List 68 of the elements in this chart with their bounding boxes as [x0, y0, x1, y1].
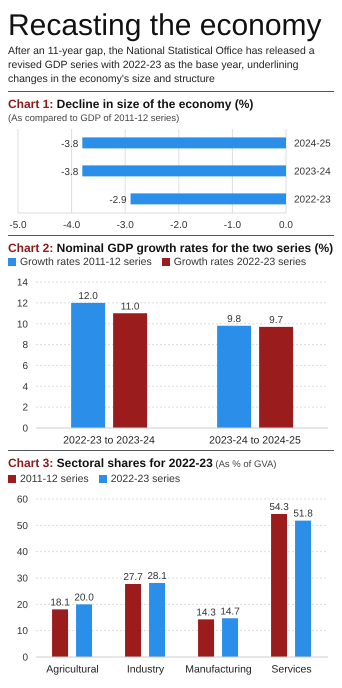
data-label: 18.1: [50, 597, 70, 608]
x-tick-label: 0.0: [279, 220, 294, 232]
bar: [52, 609, 68, 657]
x-tick-label: -4.0: [62, 220, 81, 232]
x-tick-label: Services: [271, 663, 312, 676]
y-tick-label: 2024-25: [294, 138, 332, 150]
x-tick-label: 2022-23 to 2023-24: [63, 434, 155, 446]
bar: [149, 583, 166, 657]
chart-title: Chart 1: Decline in size of the economy (%): [8, 97, 254, 111]
data-label: 9.8: [227, 314, 242, 325]
x-tick-label: -3.0: [116, 220, 134, 232]
y-tick-label: 8: [22, 340, 28, 352]
bar: [125, 584, 142, 657]
y-tick-label: 10: [16, 319, 28, 330]
y-tick-label: 2022-23: [294, 194, 332, 206]
bar: [222, 618, 238, 657]
text: After an 11-year gap, the National Statistical Office has released a revised GDP series with 2022-23 as the base year, underlining changes in the economy's size and structure: [8, 44, 334, 92]
data-label: 27.7: [123, 572, 144, 584]
x-tick-label: -5.0: [9, 220, 28, 232]
x-tick-label: Industry: [126, 663, 165, 676]
y-tick-label: 60: [16, 494, 28, 506]
data-label: 14.3: [196, 607, 216, 618]
data-label: -3.8: [61, 138, 79, 150]
y-tick-label: 14: [16, 278, 28, 289]
data-label: 11.0: [120, 301, 140, 312]
y-tick-label: 50: [16, 520, 28, 532]
y-tick-label: 2023-24: [294, 166, 332, 178]
y-tick-label: 0: [22, 652, 28, 664]
y-tick-label: 12: [16, 298, 28, 310]
legend-label: Growth rates 2011-12 series: [20, 256, 152, 268]
bar: [71, 302, 106, 428]
bar: [295, 520, 312, 657]
chart-title: Chart 3: Sectoral shares for 2022-23: [8, 456, 213, 470]
x-tick-label: 2023-24 to 2024-25: [209, 434, 301, 446]
legend-label: 2022-23 series: [110, 473, 180, 485]
x-tick-label: -2.0: [170, 220, 188, 232]
y-tick-label: 2: [22, 402, 28, 414]
bar: [113, 313, 148, 428]
bar: [271, 514, 288, 657]
chart-title: Chart 2: Nominal GDP growth rates for the two series (%): [8, 241, 334, 255]
bar: [76, 604, 92, 657]
legend-label: 2011-12 series: [20, 473, 89, 485]
chart-subtitle: (As compared to GDP of 2011-12 series): [8, 112, 180, 125]
y-tick-label: 6: [22, 360, 28, 372]
bar: [198, 619, 214, 657]
y-tick-label: 40: [16, 547, 28, 558]
data-label: -2.9: [109, 194, 127, 206]
y-tick-label: 10: [16, 626, 28, 638]
y-tick-label: 20: [16, 600, 28, 611]
data-label: 14.7: [220, 606, 240, 618]
bar: [259, 326, 294, 428]
data-label: 12.0: [78, 290, 98, 302]
x-tick-label: -1.0: [224, 220, 242, 232]
y-tick-label: 4: [22, 382, 28, 393]
legend-label: Growth rates 2022-23 series: [174, 256, 306, 268]
data-label: 20.0: [74, 592, 94, 604]
data-label: 28.1: [147, 571, 168, 582]
text: Recasting the economy: [8, 8, 323, 44]
data-label: 9.7: [269, 314, 284, 326]
y-tick-label: 30: [16, 574, 28, 585]
bar: [217, 326, 252, 428]
y-tick-label: 0: [22, 424, 28, 435]
data-label: 51.8: [293, 508, 314, 520]
data-label: -3.8: [61, 166, 79, 178]
data-label: 54.3: [269, 502, 290, 514]
x-tick-label: Manufacturing: [185, 663, 252, 676]
chart-subtitle: (As % of GVA): [214, 459, 276, 470]
x-tick-label: Agricultural: [46, 663, 99, 676]
